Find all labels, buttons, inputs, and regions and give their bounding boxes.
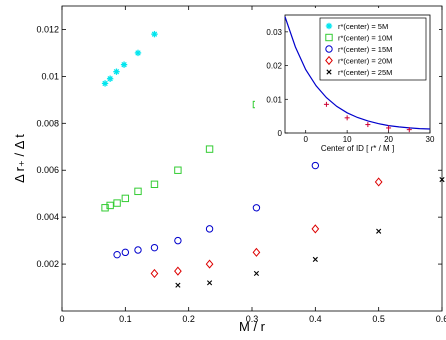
data-point xyxy=(134,246,142,254)
legend-entry-label: r*(center) = 15M xyxy=(338,45,392,54)
inset-data-point xyxy=(344,115,350,121)
inset-data-point xyxy=(386,125,392,131)
legend-marker xyxy=(326,69,332,75)
legend-entry-label: r*(center) = 20M xyxy=(338,57,392,66)
inset-data-point xyxy=(406,127,412,133)
legend: r*(center) = 5M r*(center) = 10M r*(center… xyxy=(319,17,427,81)
data-point xyxy=(134,187,142,196)
x-tick-label: 0 xyxy=(59,314,64,324)
data-point xyxy=(311,224,320,234)
data-point xyxy=(113,68,120,75)
data-point xyxy=(439,177,445,183)
x-tick-label: 0.5 xyxy=(372,314,385,324)
inset-frame xyxy=(284,14,431,134)
x-tick-label: 0.6 xyxy=(436,314,446,324)
data-point xyxy=(205,225,214,233)
data-point xyxy=(134,49,142,57)
data-point xyxy=(205,145,214,153)
legend-entry-label: r*(center) = 25M xyxy=(338,68,392,77)
data-point xyxy=(151,30,158,38)
inset-marks xyxy=(284,16,431,133)
legend-marker xyxy=(325,45,333,53)
inset-x-tick-label: 0 xyxy=(303,135,308,144)
data-point xyxy=(101,204,109,212)
data-point xyxy=(376,228,382,234)
legend-marker xyxy=(325,55,333,66)
x-tick-label: 0.1 xyxy=(119,314,132,324)
data-point xyxy=(174,166,182,174)
main-y-axis-label: Δ r₊ / Δ t xyxy=(12,134,27,183)
data-point xyxy=(253,270,260,277)
x-tick-label: 0.3 xyxy=(246,314,259,324)
main-x-axis-label: M / r xyxy=(239,319,266,334)
legend-entry-label: r*(center) = 10M xyxy=(338,34,392,43)
data-point xyxy=(206,280,213,286)
data-point xyxy=(175,282,181,288)
inset-y-tick-label: 0.01 xyxy=(266,95,282,104)
y-tick-label: 0.004 xyxy=(36,212,59,222)
inset-data-point xyxy=(323,101,329,107)
inset-y-tick-label: 0.02 xyxy=(266,62,282,71)
legend-marker xyxy=(325,22,333,30)
data-point xyxy=(311,161,320,170)
inset-y-tick-label: 0 xyxy=(278,129,283,138)
y-tick-label: 0.01 xyxy=(41,71,59,81)
data-point xyxy=(252,204,261,212)
x-tick-label: 0.2 xyxy=(182,314,195,324)
y-tick-label: 0.006 xyxy=(36,165,59,175)
y-tick-label: 0.002 xyxy=(36,259,59,269)
data-point xyxy=(150,243,159,252)
data-point xyxy=(205,259,214,269)
data-point xyxy=(120,61,128,68)
y-tick-label: 0.008 xyxy=(36,118,59,128)
data-point xyxy=(374,177,383,187)
data-point xyxy=(121,248,130,257)
legend-marker xyxy=(325,33,333,42)
data-point xyxy=(113,199,121,207)
data-point xyxy=(150,180,159,189)
data-point xyxy=(174,266,182,276)
data-point xyxy=(106,75,114,82)
main-plot-marks xyxy=(101,30,445,288)
legend-box xyxy=(319,17,427,81)
inset-x-tick-label: 10 xyxy=(343,135,352,144)
y-tick-label: 0.012 xyxy=(36,24,59,34)
inset-data-point xyxy=(365,122,371,128)
data-point xyxy=(174,236,182,245)
inset-x-tick-label: 20 xyxy=(384,135,393,144)
data-point xyxy=(121,194,130,203)
data-point xyxy=(252,247,261,257)
data-point xyxy=(113,250,121,259)
x-tick-label: 0.4 xyxy=(309,314,322,324)
inset-x-axis-label: Center of ID [ r* / M ] xyxy=(321,144,394,153)
data-point xyxy=(312,256,318,262)
data-point xyxy=(150,268,159,279)
inset-fit-curve xyxy=(284,16,431,130)
data-point xyxy=(101,80,109,87)
data-point xyxy=(106,201,114,210)
inset-x-tick-label: 30 xyxy=(426,135,435,144)
inset-axes: 0 10 20 30 0 0.01 0.02 0.03 xyxy=(266,14,435,144)
legend-entry-label: r*(center) = 5M xyxy=(338,22,388,31)
inset-y-tick-label: 0.03 xyxy=(266,28,282,37)
